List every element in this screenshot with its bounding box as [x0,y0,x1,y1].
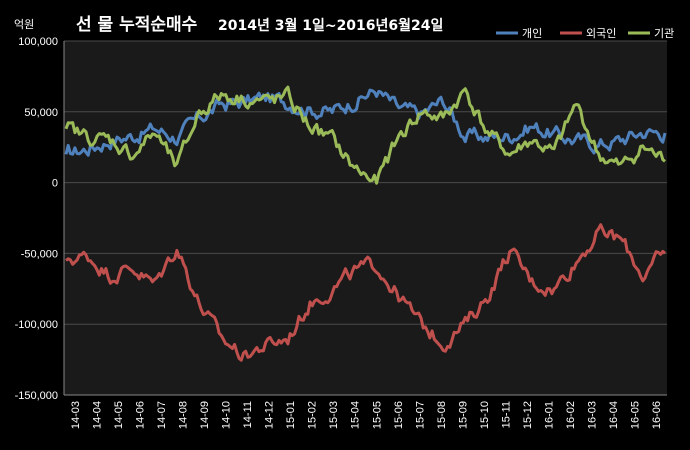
y-tick-label: -100,000 [15,319,58,331]
y-tick-label: 100,000 [18,36,58,48]
x-tick-label: 14-11 [242,401,254,428]
x-tick-label: 16-01 [544,401,556,429]
x-tick-label: 14-09 [199,401,211,429]
legend-label: 기관 [654,27,674,40]
x-tick-label: 16-04 [608,401,620,429]
x-tick-label: 14-04 [91,401,103,429]
x-tick-label: 15-12 [522,401,534,429]
y-tick-label: 50,000 [24,107,58,119]
x-tick-label: 16-02 [565,401,577,429]
legend-label: 외국인 [586,27,616,40]
legend: 개인 외국인 기관 [496,27,674,40]
y-tick-label: 0 [52,178,58,190]
x-tick-label: 14-03 [70,401,82,429]
x-tick-label: 15-02 [307,401,319,429]
x-tick-label: 15-08 [436,401,448,429]
x-tick-label: 16-06 [651,401,663,429]
series-line [64,85,666,185]
plot-area [64,41,667,395]
x-tick-label: 14-12 [264,401,276,429]
x-tick-label: 14-10 [221,401,233,429]
series-line [64,88,667,157]
x-tick-label: 14-06 [134,401,146,429]
x-tick-label: 15-03 [328,401,340,429]
series-line [65,223,667,362]
x-tick-label: 15-07 [414,401,426,429]
y-axis-ticks: 100,000 50,000 0 -50,000 -100,000 -150,000 [15,36,58,402]
y-axis-unit: 억원 [14,18,34,31]
y-tick-label: -150,000 [15,390,58,402]
y-tick-label: -50,000 [21,248,58,260]
gridlines [63,40,667,396]
x-tick-label: 16-03 [587,401,599,429]
x-tick-label: 14-05 [113,401,125,429]
x-tick-label: 15-04 [350,401,362,429]
x-axis-ticks: 14-03 14-04 14-05 14-06 14-07 14-08 14-09 14-10… [70,401,663,429]
x-tick-label: 16-05 [630,401,642,429]
legend-label: 개인 [522,27,542,40]
chart-title: 선 물 누적순매수 [76,15,198,35]
x-tick-label: 15-01 [285,401,297,429]
x-tick-label: 14-07 [156,401,168,429]
x-tick-label: 15-05 [371,401,383,429]
x-tick-label: 15-11 [500,401,512,428]
chart-subtitle: 2014년 3월 1일~2016년6월24일 [218,17,443,34]
series-lines [64,85,667,362]
x-tick-label: 14-08 [177,401,189,429]
x-tick-label: 15-06 [393,401,405,429]
x-tick-label: 15-10 [479,401,491,429]
x-tick-label: 15-09 [457,401,469,429]
